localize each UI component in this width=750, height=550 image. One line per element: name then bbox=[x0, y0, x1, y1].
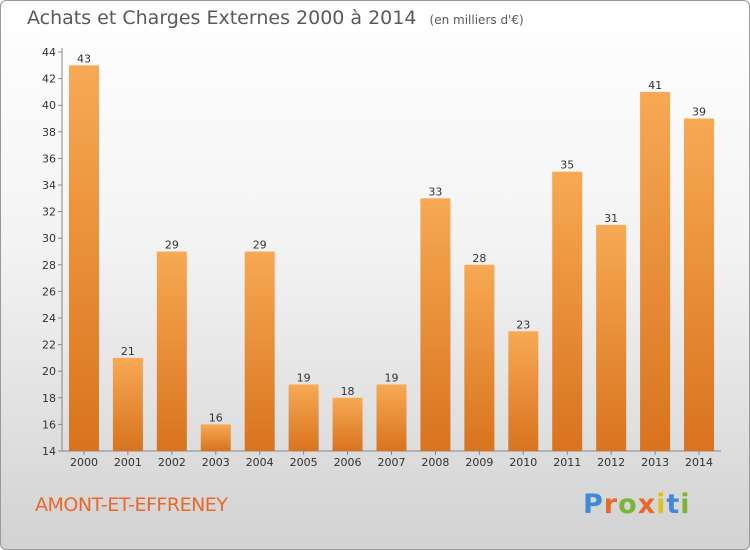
bar-value-label: 18 bbox=[341, 385, 355, 398]
bar-value-label: 39 bbox=[692, 106, 706, 119]
x-tick-label: 2007 bbox=[378, 456, 406, 469]
y-tick-label: 42 bbox=[42, 73, 56, 86]
x-tick-label: 2012 bbox=[597, 456, 625, 469]
chart-labels: 43 2000 21 2001 29 2002 16 2003 29 2004 19 2005 18 20… bbox=[70, 52, 713, 469]
y-tick-label: 32 bbox=[42, 206, 56, 219]
commune-name: AMONT-ET-EFFRENEY bbox=[35, 494, 228, 516]
y-tick-label: 28 bbox=[42, 259, 56, 272]
y-tick-label: 14 bbox=[42, 445, 56, 458]
bar bbox=[200, 424, 231, 451]
y-tick-label: 34 bbox=[42, 179, 56, 192]
y-tick-label: 36 bbox=[42, 152, 56, 165]
bar-value-label: 29 bbox=[253, 239, 267, 252]
bar-value-label: 35 bbox=[560, 159, 574, 172]
bar bbox=[596, 224, 627, 451]
bar bbox=[68, 65, 99, 452]
logo-letter: i bbox=[656, 489, 667, 520]
x-tick-label: 2008 bbox=[421, 456, 449, 469]
bar-value-label: 33 bbox=[428, 185, 442, 198]
x-tick-label: 2003 bbox=[202, 456, 230, 469]
bar-value-label: 19 bbox=[385, 372, 399, 385]
chart-header: Achats et Charges Externes 2000 à 2014 (… bbox=[27, 7, 524, 29]
x-tick-label: 2001 bbox=[114, 456, 142, 469]
bar bbox=[508, 331, 539, 451]
logo-letter: P bbox=[583, 489, 604, 520]
y-tick-label: 22 bbox=[42, 339, 56, 352]
chart-unit: (en milliers d'€) bbox=[429, 13, 524, 27]
logo-letter: i bbox=[680, 489, 691, 520]
y-tick-label: 30 bbox=[42, 232, 56, 245]
bar bbox=[420, 198, 451, 451]
x-tick-label: 2002 bbox=[158, 456, 186, 469]
x-tick-label: 2005 bbox=[290, 456, 318, 469]
x-tick-label: 2009 bbox=[465, 456, 493, 469]
chart-bars bbox=[68, 65, 715, 452]
bar bbox=[376, 384, 407, 451]
x-tick-label: 2011 bbox=[553, 456, 581, 469]
bar bbox=[332, 397, 363, 451]
bar bbox=[156, 251, 187, 451]
y-tick-label: 24 bbox=[42, 312, 56, 325]
y-tick-label: 26 bbox=[42, 285, 56, 298]
bar bbox=[552, 171, 583, 451]
logo-letter: x bbox=[637, 489, 657, 520]
bar-value-label: 21 bbox=[121, 345, 135, 358]
bar bbox=[112, 357, 143, 451]
logo-letter: t bbox=[666, 489, 681, 520]
bar-value-label: 29 bbox=[165, 239, 179, 252]
bar-value-label: 16 bbox=[209, 411, 223, 424]
bar-value-label: 31 bbox=[604, 212, 618, 225]
y-tick-label: 16 bbox=[42, 418, 56, 431]
y-tick-label: 44 bbox=[42, 46, 56, 59]
bar-value-label: 28 bbox=[472, 252, 486, 265]
bar bbox=[464, 264, 495, 451]
y-tick-label: 20 bbox=[42, 365, 56, 378]
chart-title: Achats et Charges Externes 2000 à 2014 bbox=[27, 7, 417, 29]
x-tick-label: 2006 bbox=[334, 456, 362, 469]
y-tick-label: 18 bbox=[42, 392, 56, 405]
x-tick-label: 2004 bbox=[246, 456, 274, 469]
bar bbox=[684, 118, 715, 451]
y-tick-label: 38 bbox=[42, 126, 56, 139]
bar bbox=[288, 384, 319, 451]
proxiti-logo[interactable]: Proxiti bbox=[583, 489, 691, 520]
x-tick-label: 2000 bbox=[70, 456, 98, 469]
x-tick-label: 2013 bbox=[641, 456, 669, 469]
y-tick-label: 40 bbox=[42, 99, 56, 112]
x-tick-label: 2010 bbox=[509, 456, 537, 469]
logo-letter: r bbox=[603, 489, 619, 520]
bar-value-label: 43 bbox=[77, 52, 91, 65]
x-tick-label: 2014 bbox=[685, 456, 713, 469]
logo-letter: o bbox=[618, 489, 638, 520]
bar-value-label: 23 bbox=[516, 318, 530, 331]
bar-value-label: 19 bbox=[297, 372, 311, 385]
bar bbox=[640, 91, 671, 452]
bar-value-label: 41 bbox=[648, 79, 662, 92]
bar bbox=[244, 251, 275, 451]
